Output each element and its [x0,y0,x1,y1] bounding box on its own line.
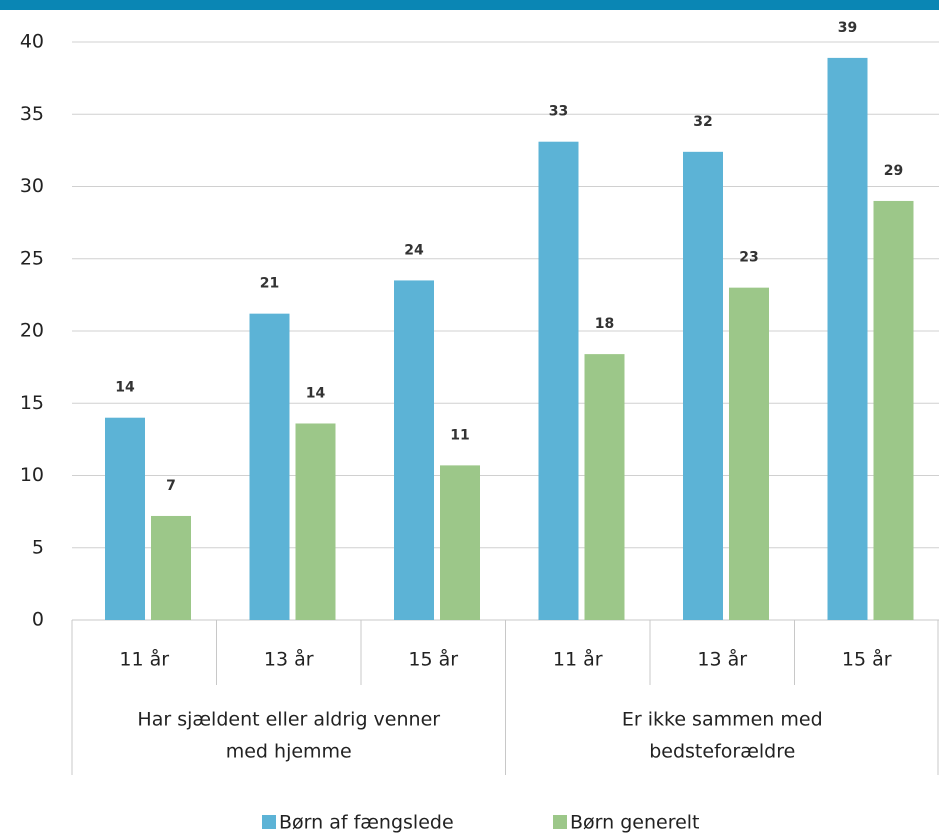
bar [827,57,868,620]
y-tick-label: 25 [20,247,44,269]
y-tick-label: 10 [20,464,44,486]
bar [729,287,769,620]
bar [295,423,336,620]
legend-swatch [262,815,276,829]
data-label: 23 [739,250,758,266]
legend-label: Børn generelt [570,812,700,834]
bar [584,354,625,620]
bar [394,280,434,620]
y-tick-label: 0 [32,609,44,631]
x-tick-label: 15 år [408,648,458,671]
data-label: 18 [595,316,614,332]
header-band [0,0,939,10]
y-tick-label: 35 [20,103,44,125]
x-tick-label: 13 år [697,648,747,671]
data-label: 7 [166,478,176,494]
data-label: 39 [838,20,857,36]
y-tick-label: 15 [20,392,44,414]
data-label: 32 [693,114,712,130]
bar [105,417,145,620]
legend-swatch [553,815,567,829]
bar [873,200,914,620]
data-label: 14 [115,380,135,396]
bar [538,141,579,620]
data-label: 33 [549,104,568,120]
group-label: med hjemme [226,741,352,763]
x-tick-label: 11 år [553,648,603,671]
y-tick-label: 30 [20,175,44,197]
y-tick-label: 20 [20,320,44,342]
data-label: 14 [306,385,326,401]
bar [151,515,191,620]
x-tick-label: 15 år [842,648,892,671]
data-label: 11 [450,427,469,443]
group-label: Er ikke sammen med [622,709,823,731]
y-tick-label: 40 [20,31,44,53]
legend-label: Børn af fængslede [279,812,454,834]
y-tick-label: 5 [32,536,44,558]
bar [683,151,723,620]
group-label: Har sjældent eller aldrig venner [137,709,440,731]
data-label: 21 [260,276,279,292]
x-tick-label: 13 år [264,648,314,671]
group-label: bedsteforældre [649,741,795,763]
data-label: 24 [404,242,424,258]
bar [249,313,290,620]
data-label: 29 [884,163,903,179]
bar [440,465,480,620]
x-tick-label: 11 år [119,648,169,671]
